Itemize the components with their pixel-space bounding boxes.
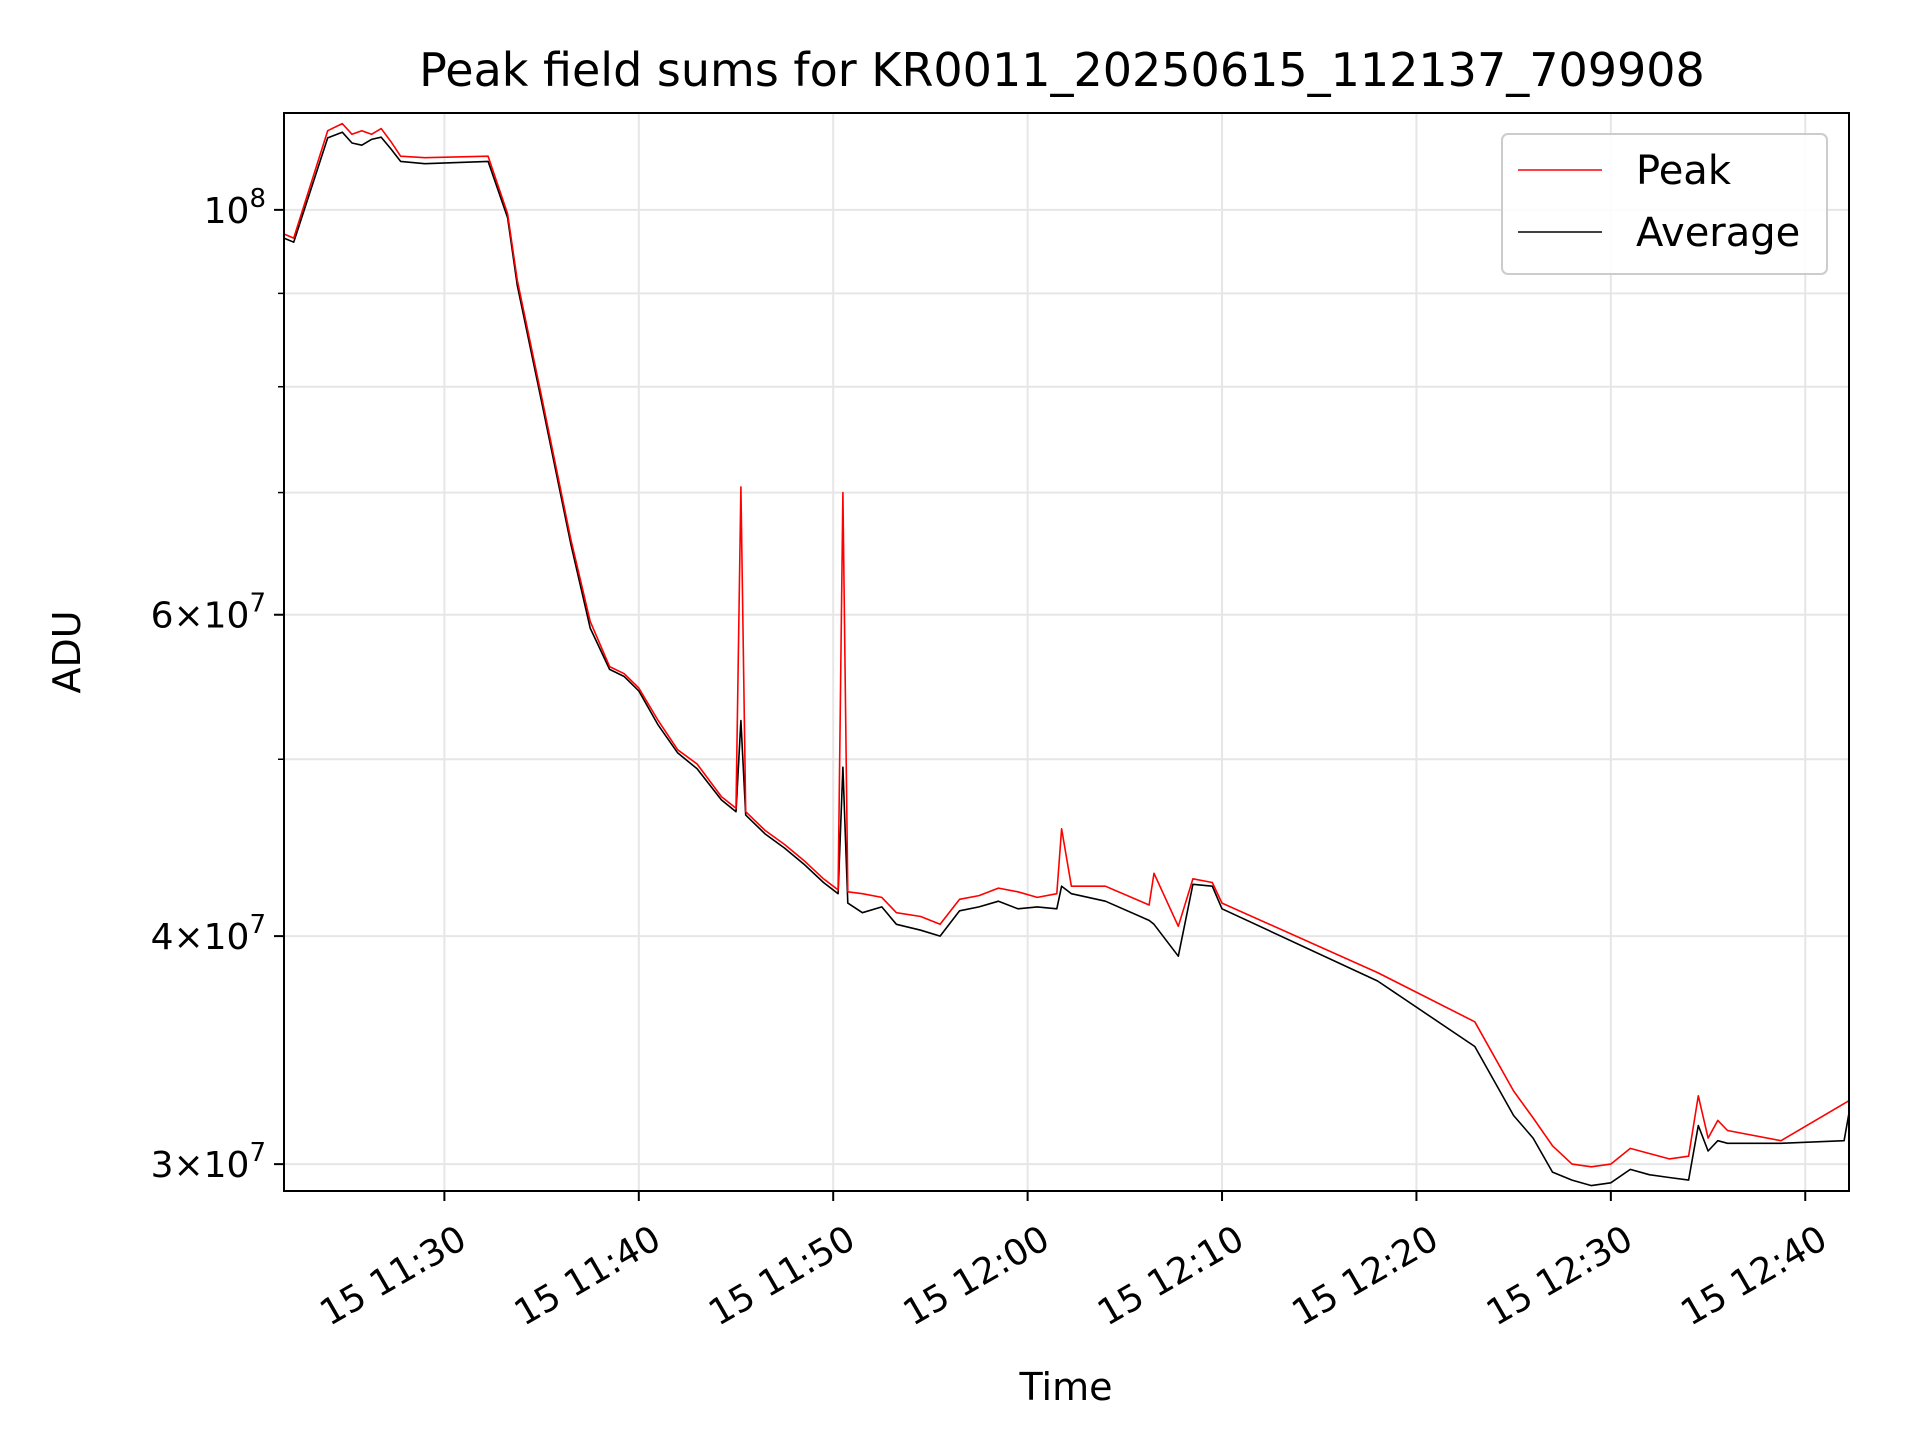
- legend-label-peak: Peak: [1636, 148, 1732, 194]
- chart-title: Peak field sums for KR0011_20250615_1121…: [419, 43, 1705, 97]
- y-tick-base-ten: 10: [204, 191, 250, 232]
- y-tick-exponent: 8: [249, 184, 266, 214]
- y-tick-exponent: 7: [249, 1138, 266, 1168]
- y-tick-mantissa: 3: [151, 1145, 174, 1186]
- y-tick-exponent: 7: [249, 589, 266, 619]
- plot-frame: [283, 112, 1850, 1192]
- grid: [284, 113, 1849, 1191]
- y-tick-base-ten: 10: [204, 596, 250, 637]
- legend-box: [1501, 133, 1828, 275]
- series-lines: [284, 122, 1849, 1187]
- legend: Peak Average: [1501, 133, 1828, 275]
- y-tick-mantissa: 4: [151, 917, 174, 958]
- y-tick-label: 4×107: [151, 910, 266, 958]
- y-tick-mantissa: 6: [151, 596, 174, 637]
- y-tick-times: ×: [173, 596, 203, 637]
- y-axis-title: ADU: [45, 610, 89, 693]
- y-tick-base-ten: 10: [204, 1145, 250, 1186]
- y-tick-base-ten: 10: [204, 917, 250, 958]
- series-line-peak: [284, 122, 1849, 1168]
- x-axis-title: Time: [1019, 1365, 1113, 1409]
- y-tick-label: 3×107: [151, 1138, 266, 1186]
- legend-label-average: Average: [1636, 210, 1800, 256]
- y-tick-exponent: 7: [249, 910, 266, 940]
- y-tick-times: ×: [173, 1145, 203, 1186]
- y-tick-label: 108: [204, 184, 266, 232]
- y-tick-label: 6×107: [151, 589, 266, 637]
- y-tick-times: ×: [173, 917, 203, 958]
